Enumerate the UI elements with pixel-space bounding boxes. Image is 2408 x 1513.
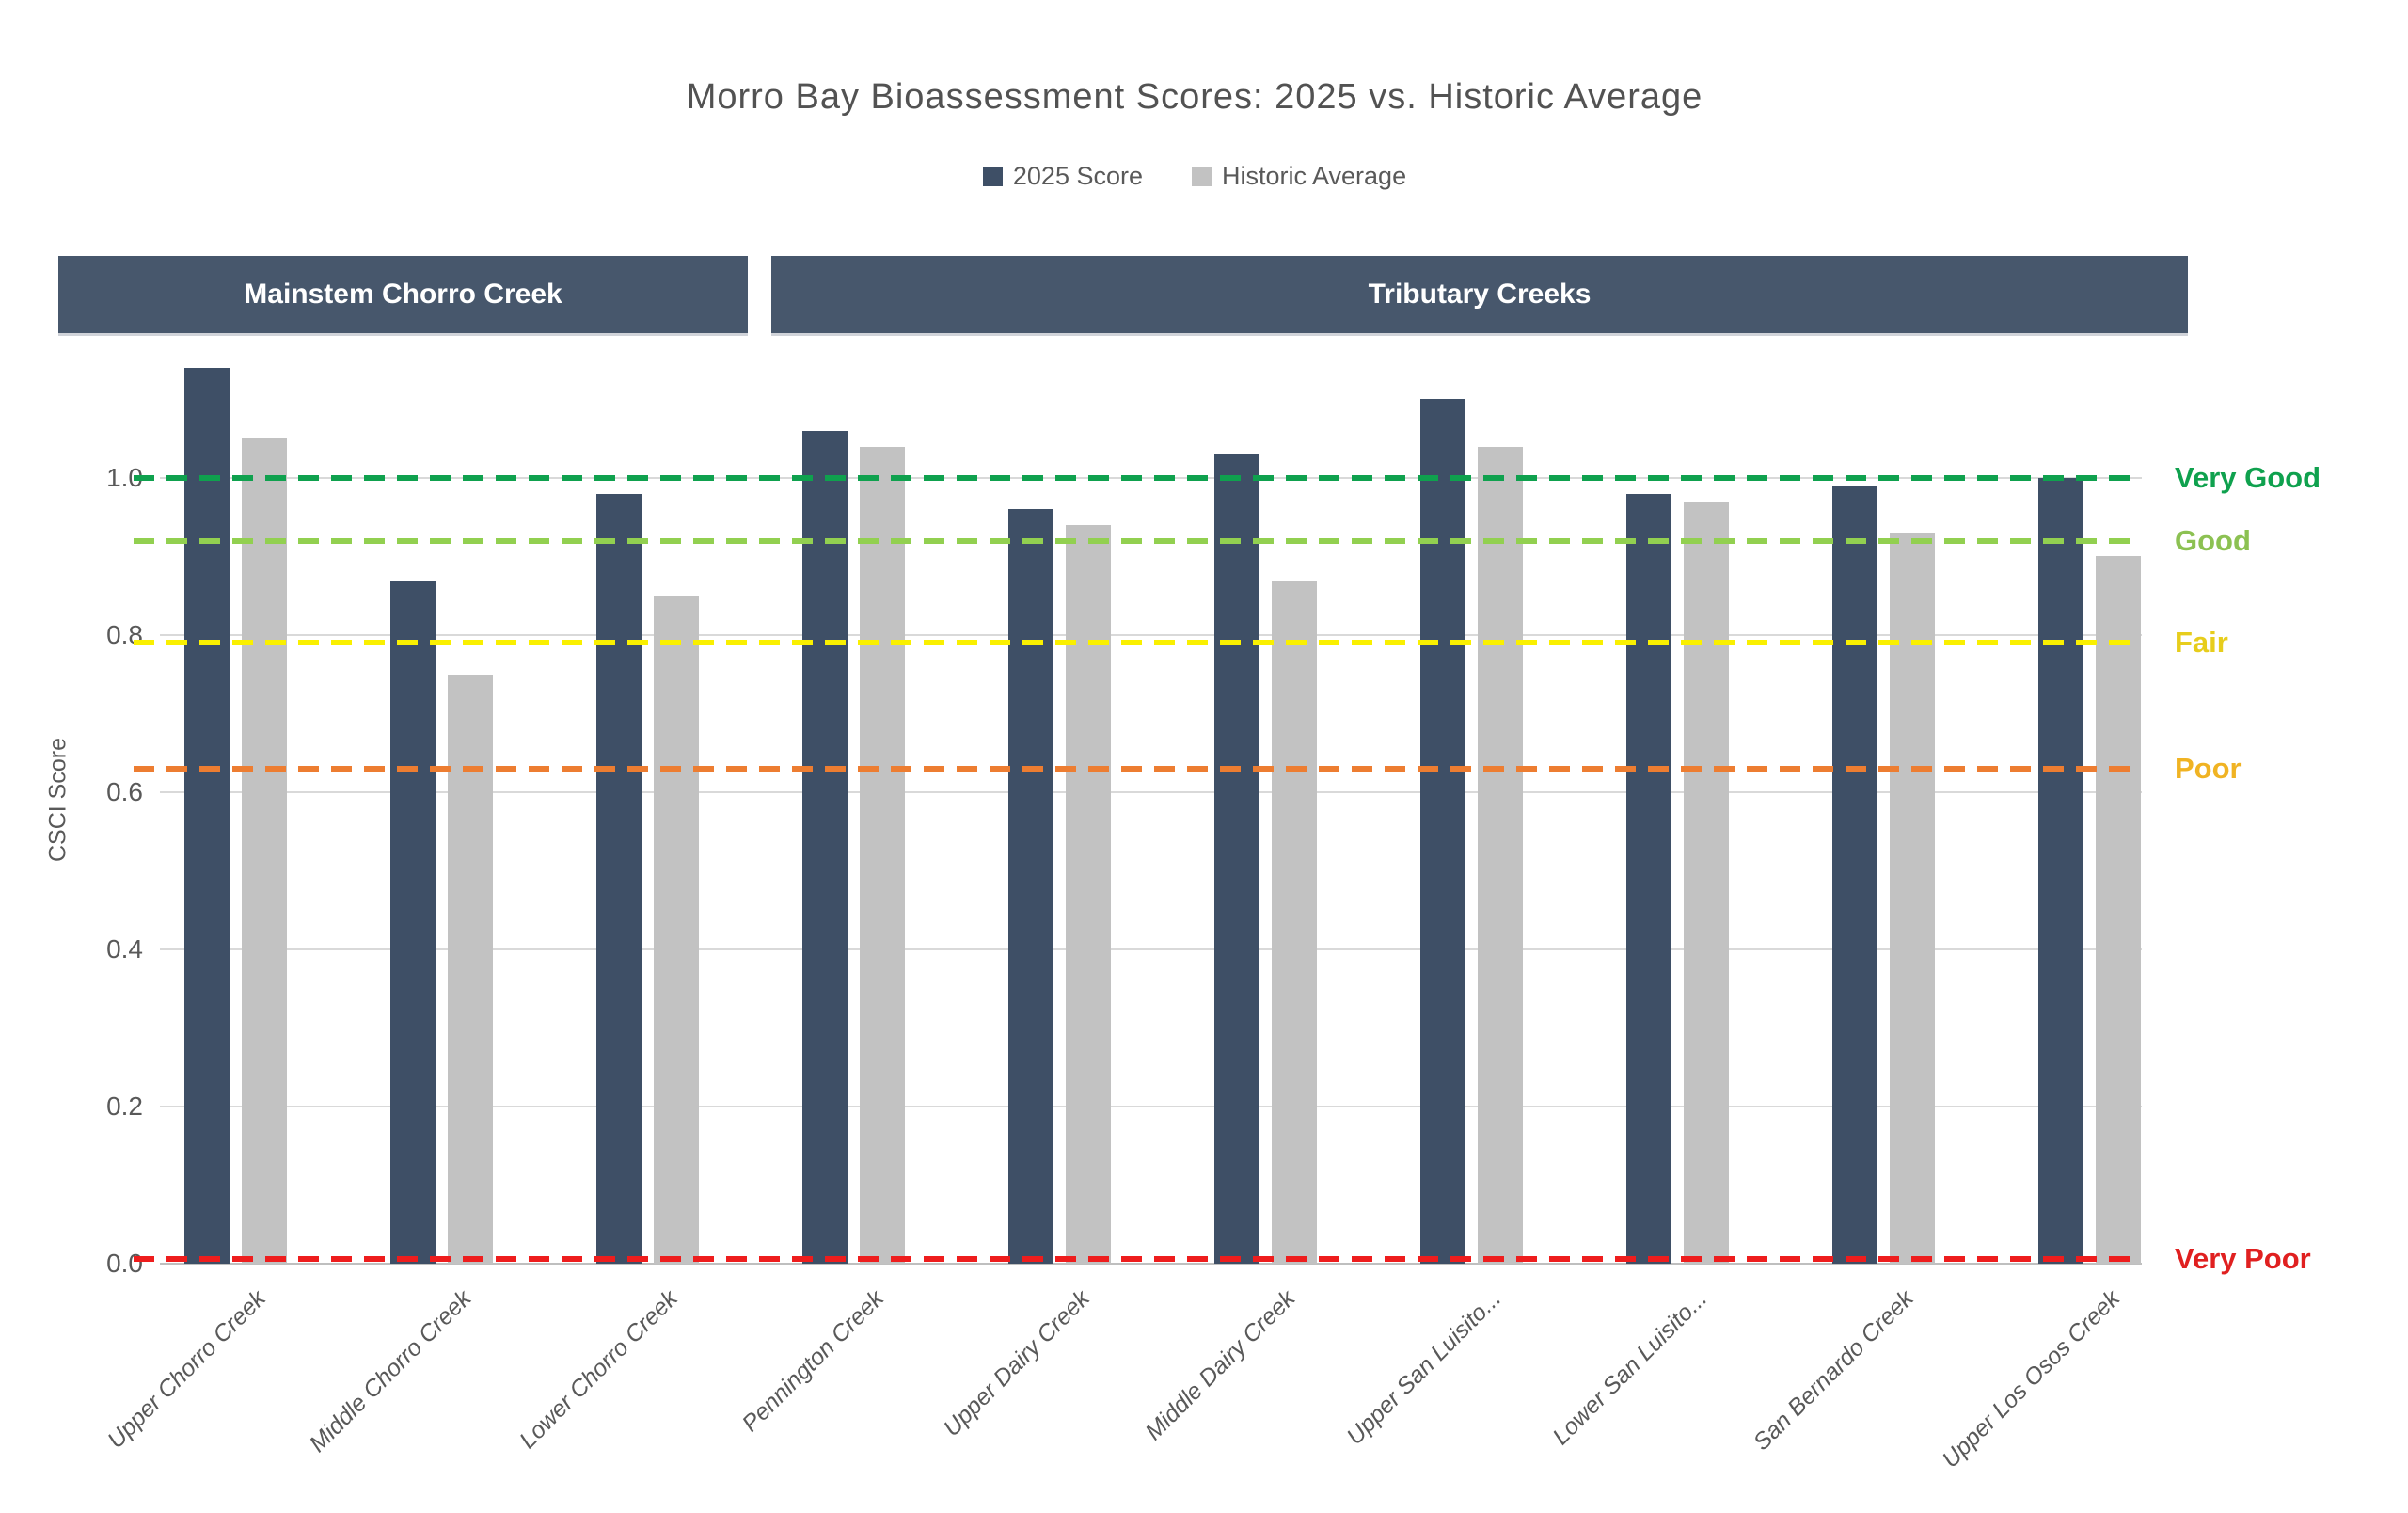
threshold-label-poor: Poor [2175, 751, 2242, 785]
x-category-label-10: Upper Los Osos Creek [1937, 1285, 2125, 1473]
bar-historic-5 [1066, 525, 1111, 1264]
bar-2025-10 [2038, 478, 2083, 1264]
bar-historic-10 [2096, 556, 2141, 1264]
group-band-mainstem-chorro-creek: Mainstem Chorro Creek [58, 256, 748, 333]
x-category-label-5: Upper Dairy Creek [938, 1285, 1095, 1442]
bar-2025-4 [802, 431, 848, 1264]
y-gridline [160, 1106, 2142, 1107]
bar-historic-7 [1478, 447, 1523, 1264]
y-tick-label: 0.2 [106, 1091, 143, 1121]
group-band-label: Mainstem Chorro Creek [244, 279, 562, 310]
x-category-label-2: Middle Chorro Creek [304, 1285, 477, 1457]
group-band-tributary-creeks: Tributary Creeks [771, 256, 2188, 333]
bar-historic-3 [654, 596, 699, 1264]
legend-swatch-historic-average [1192, 167, 1212, 186]
bar-2025-6 [1214, 454, 1259, 1264]
y-tick-label: 0.0 [106, 1249, 143, 1278]
y-gridline [160, 948, 2142, 950]
bar-historic-8 [1684, 502, 1729, 1264]
bar-historic-2 [448, 675, 493, 1264]
threshold-label-good: Good [2175, 523, 2251, 557]
x-axis-line [160, 1263, 2142, 1265]
x-category-label-6: Middle Dairy Creek [1140, 1285, 1301, 1446]
y-tick-label: 0.8 [106, 620, 143, 649]
threshold-line-very-poor [134, 1256, 2142, 1262]
threshold-line-fair [134, 640, 2142, 646]
bar-2025-5 [1008, 509, 1054, 1264]
chart-legend: 2025 Score Historic Average [0, 162, 2389, 191]
x-category-label-1: Upper Chorro Creek [102, 1285, 271, 1454]
bar-2025-2 [390, 581, 436, 1264]
threshold-line-poor [134, 765, 2142, 772]
y-gridline [160, 634, 2142, 636]
group-band-label: Tributary Creeks [1368, 279, 1592, 310]
legend-item-2025-score: 2025 Score [982, 162, 1143, 191]
bar-historic-9 [1890, 533, 1935, 1264]
x-category-label-3: Lower Chorro Creek [514, 1285, 683, 1454]
threshold-line-good [134, 537, 2142, 544]
x-category-label-8: Lower San Luisito... [1547, 1285, 1713, 1451]
threshold-label-very-good: Very Good [2175, 461, 2321, 494]
bar-historic-4 [860, 447, 905, 1264]
threshold-line-very-good [134, 475, 2142, 481]
bar-2025-9 [1832, 486, 1877, 1264]
legend-item-historic-average: Historic Average [1192, 162, 1406, 191]
y-tick-label: 1.0 [106, 463, 143, 492]
x-category-label-7: Upper San Luisito... [1341, 1285, 1507, 1451]
legend-label-2025-score: 2025 Score [1012, 162, 1143, 190]
y-gridline [160, 791, 2142, 793]
y-tick-label: 0.4 [106, 934, 143, 964]
bar-2025-7 [1420, 399, 1465, 1264]
x-category-label-4: Pennington Creek [737, 1285, 889, 1438]
bar-2025-3 [596, 494, 642, 1264]
bar-2025-1 [184, 368, 230, 1264]
bar-historic-1 [242, 438, 287, 1264]
chart-title: Morro Bay Bioassessment Scores: 2025 vs.… [686, 77, 1703, 117]
legend-swatch-2025-score [982, 167, 1003, 186]
legend-label-historic-average: Historic Average [1222, 162, 1407, 190]
bar-historic-6 [1272, 581, 1317, 1264]
y-tick-label: 0.6 [106, 777, 143, 806]
x-category-label-9: San Bernardo Creek [1748, 1285, 1919, 1456]
bar-2025-8 [1626, 494, 1671, 1264]
threshold-label-very-poor: Very Poor [2175, 1242, 2311, 1275]
threshold-label-fair: Fair [2175, 626, 2228, 660]
